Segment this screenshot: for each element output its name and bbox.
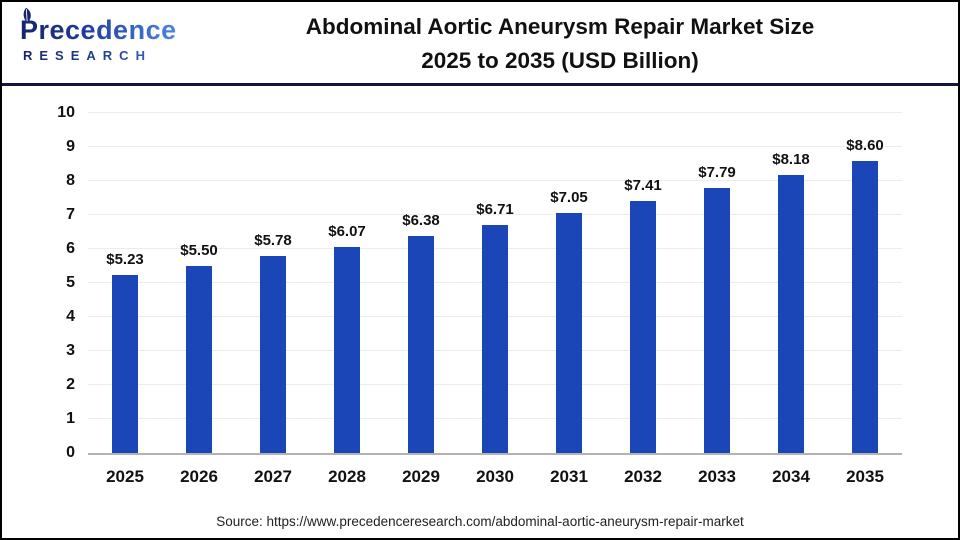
gridline [88, 180, 902, 181]
y-axis-tick-label: 9 [66, 138, 75, 155]
bar-slot-2025: $5.23 2025 [88, 113, 162, 486]
bar-chart: 0 1 2 3 4 5 6 7 8 9 10 $5.23 2025 $5.50 2026 $5.78 2027 $… [2, 89, 958, 538]
plot-area: 0 1 2 3 4 5 6 7 8 9 10 $5.23 2025 $5.50 2026 $5.78 2027 $… [57, 104, 902, 486]
y-axis-tick-label: 2 [66, 376, 75, 393]
x-axis-tick-label: 2029 [402, 467, 440, 486]
bar-slot-2030: $6.71 2030 [458, 113, 532, 486]
bar-2031 [556, 213, 582, 453]
bar-2029 [408, 236, 434, 453]
x-axis-tick-label: 2025 [106, 467, 144, 486]
bar-value-label: $6.71 [476, 200, 514, 218]
bar-value-label: $8.18 [772, 150, 810, 168]
y-axis-tick-label: 4 [66, 308, 75, 325]
y-axis-tick-label: 7 [66, 206, 75, 223]
bar-slot-2033: $7.79 2033 [680, 113, 754, 486]
leaf-icon [23, 7, 31, 23]
x-axis-tick-label: 2033 [698, 467, 736, 486]
bar-2032 [630, 201, 656, 453]
y-axis-tick-label: 1 [66, 410, 75, 427]
x-axis-tick-label: 2034 [772, 467, 810, 486]
chart-title-line1: Abdominal Aortic Aneurysm Repair Market … [305, 14, 815, 39]
bar-slot-2028: $6.07 2028 [310, 113, 384, 486]
bar-value-label: $7.41 [624, 177, 662, 195]
bar-value-label: $6.38 [402, 212, 440, 230]
bar-slot-2029: $6.38 2029 [384, 113, 458, 486]
logo-subtitle-text: RESEARCH [20, 48, 177, 63]
bar-value-label: $7.05 [550, 189, 588, 207]
x-axis-tick-label: 2027 [254, 467, 292, 486]
chart-title: Abdominal Aortic Aneurysm Repair Market … [167, 2, 953, 86]
bar-value-label: $8.60 [846, 136, 884, 154]
bar-value-label: $6.07 [328, 222, 366, 240]
x-axis-tick-label: 2028 [328, 467, 366, 486]
logo-brand-text: Precedence [20, 15, 177, 45]
gridline [88, 146, 902, 147]
bar-2033 [704, 188, 730, 453]
y-axis-tick-label: 0 [66, 444, 75, 461]
bar-2025 [112, 275, 138, 453]
gridline [88, 214, 902, 215]
x-axis-tick-label: 2031 [550, 467, 588, 486]
bar-2027 [260, 256, 286, 453]
x-axis-tick-label: 2026 [180, 467, 218, 486]
source-citation: Source: https://www.precedenceresearch.c… [216, 514, 744, 529]
y-axis-tick-label: 8 [66, 172, 75, 189]
y-axis-tick-label: 5 [66, 274, 75, 291]
bar-2035 [852, 160, 878, 453]
bar-slot-2035: $8.60 2035 [828, 113, 902, 486]
bar-value-label: $5.78 [254, 232, 292, 250]
bar-slot-2027: $5.78 2027 [236, 113, 310, 486]
bar-slot-2026: $5.50 2026 [162, 113, 236, 486]
x-axis-tick-label: 2035 [846, 467, 884, 486]
bar-2030 [482, 224, 508, 453]
bar-value-label: $5.50 [180, 242, 218, 259]
bar-slot-2032: $7.41 2032 [606, 113, 680, 486]
chart-title-line2: 2025 to 2035 (USD Billion) [421, 48, 699, 73]
y-axis-tick-label: 6 [66, 240, 75, 257]
bar-value-label: $5.23 [106, 251, 144, 269]
gridline [88, 112, 902, 113]
bar-2026 [186, 266, 212, 453]
precedence-research-logo: Precedence RESEARCH [20, 7, 177, 63]
bar-slot-2031: $7.05 2031 [532, 113, 606, 486]
bar-2028 [334, 246, 360, 453]
x-axis-tick-label: 2032 [624, 467, 662, 486]
bar-value-label: $7.79 [698, 164, 736, 182]
bar-slot-2034: $8.18 2034 [754, 113, 828, 486]
bar-2034 [778, 174, 804, 453]
y-axis-tick-label: 10 [57, 104, 75, 121]
header: Precedence RESEARCH Abdominal Aortic Ane… [2, 2, 958, 86]
x-axis-tick-label: 2030 [476, 467, 514, 486]
y-axis-tick-label: 3 [66, 342, 75, 359]
